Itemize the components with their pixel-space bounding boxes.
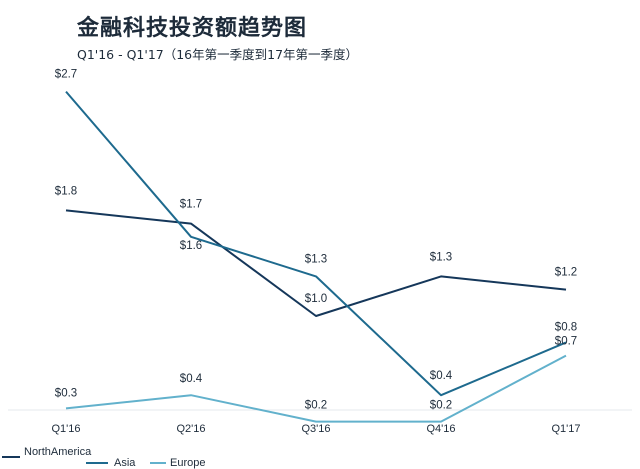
chart-subtitle: Q1'16 - Q1'17（16年第一季度到17年第一季度） <box>77 47 359 62</box>
data-label-asia: $2.7 <box>55 69 77 81</box>
data-label-asia: $1.3 <box>305 253 327 265</box>
data-label-northamerica: $1.7 <box>180 199 202 211</box>
data-label-europe: $0.2 <box>305 400 327 412</box>
chart-title: 金融科技投资额趋势图 <box>77 16 308 41</box>
series-line-northamerica <box>65 209 567 317</box>
data-label-northamerica: $1.0 <box>305 293 327 305</box>
data-label-europe: $0.2 <box>430 400 452 412</box>
data-label-northamerica: $1.2 <box>555 267 577 279</box>
data-label-europe: $0.3 <box>55 387 77 399</box>
legend-label-asia: Asia <box>114 457 136 469</box>
series-line-europe <box>65 354 567 423</box>
x-tick-label: Q4'16 <box>426 423 455 435</box>
series-line-asia <box>65 90 567 397</box>
data-label-asia: $0.8 <box>555 321 577 333</box>
data-label-asia: $0.4 <box>430 370 453 382</box>
x-tick-label: Q2'16 <box>176 423 205 435</box>
data-label-europe: $0.7 <box>555 336 577 348</box>
data-label-asia: $1.6 <box>180 240 202 252</box>
data-label-northamerica: $1.8 <box>55 185 77 197</box>
legend-label-northamerica: NorthAmerica <box>24 446 92 458</box>
legend-label-europe: Europe <box>170 457 205 469</box>
x-tick-label: Q1'16 <box>51 423 80 435</box>
data-label-northamerica: $1.3 <box>430 251 452 263</box>
x-tick-label: Q1'17 <box>551 423 580 435</box>
data-label-europe: $0.4 <box>180 373 203 385</box>
x-tick-label: Q3'16 <box>301 423 330 435</box>
